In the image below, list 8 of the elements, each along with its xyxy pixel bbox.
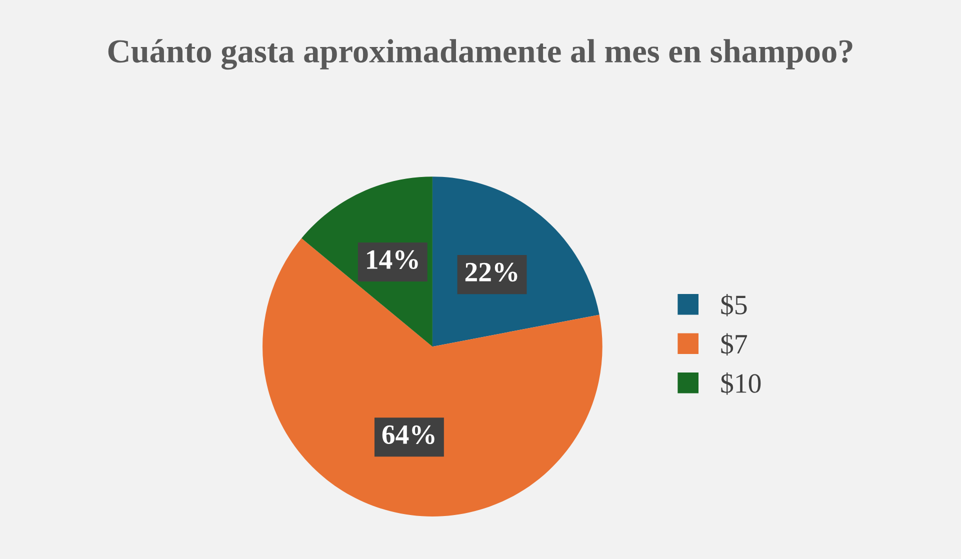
chart-title: Cuánto gasta aproximadamente al mes en shampoo? [108,39,852,70]
legend-label: $10 [721,372,761,395]
pie-slice [262,238,602,517]
data-label: 64% [382,425,434,444]
legend-label: $7 [721,333,748,356]
data-label: 14% [367,250,418,270]
legend-label: $5 [721,294,747,316]
data-label: 22% [465,262,518,282]
